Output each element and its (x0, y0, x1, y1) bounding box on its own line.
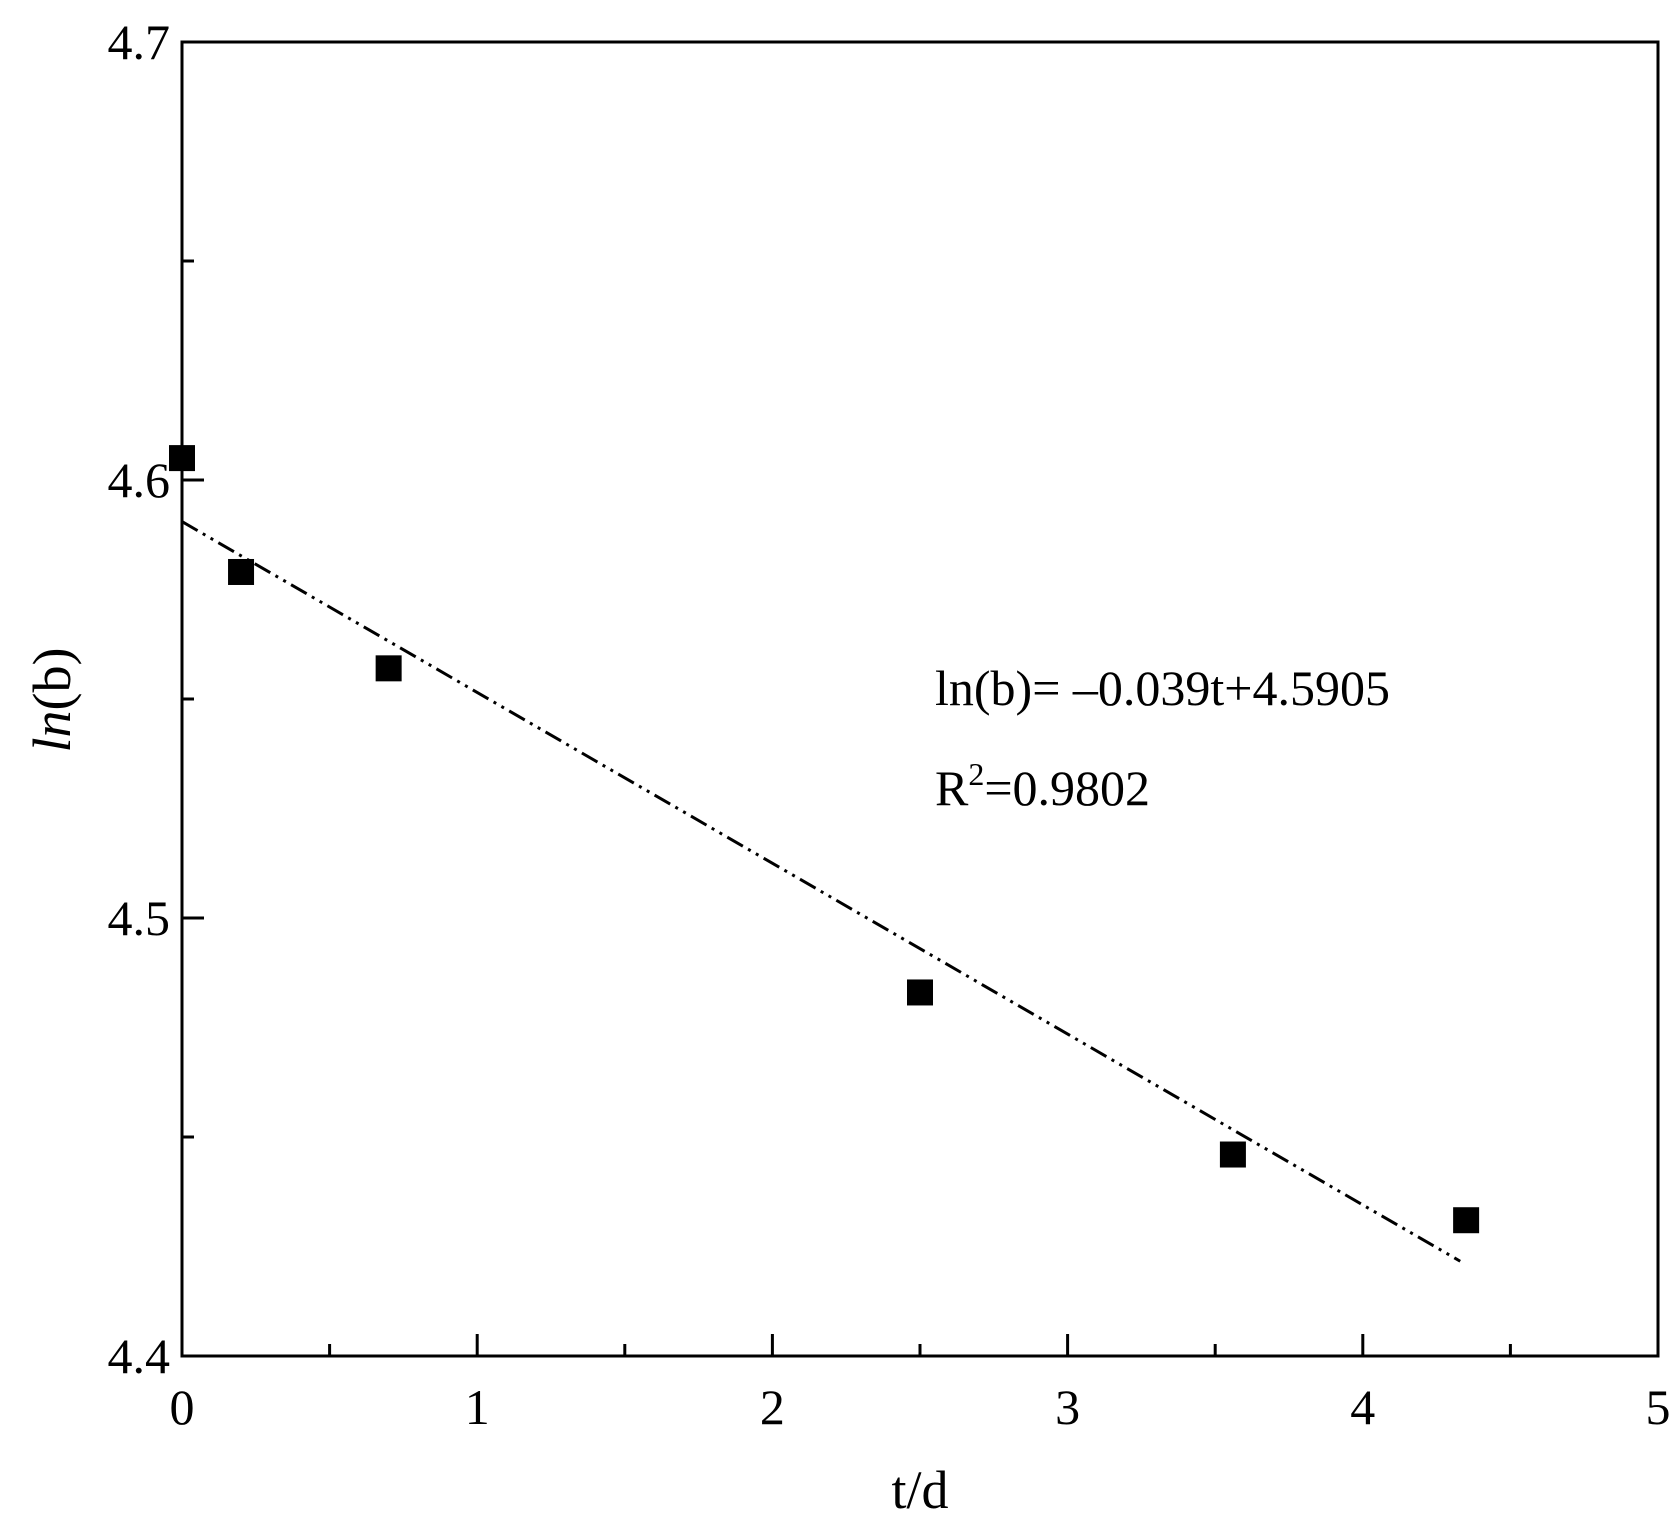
y-axis-title-italic: ln (22, 710, 82, 752)
y-axis-title-rest: (b) (22, 648, 82, 711)
fit-equation: ln(b)= –0.039t+4.5905 (935, 660, 1390, 716)
data-point (375, 655, 402, 682)
data-point (228, 558, 255, 585)
x-tick-label: 4 (1350, 1379, 1375, 1435)
x-tick-label: 0 (170, 1379, 195, 1435)
y-axis-title: ln(b) (22, 648, 82, 753)
x-tick-label: 1 (465, 1379, 490, 1435)
data-point (1219, 1141, 1246, 1168)
data-point (907, 979, 933, 1006)
fit-line (181, 520, 1461, 1263)
plot-frame (180, 40, 1660, 1358)
y-tick-label: 4.4 (108, 1328, 171, 1384)
r-squared-value: =0.9802 (984, 760, 1150, 816)
axis-ticks (180, 40, 1660, 1358)
x-tick-label: 2 (760, 1379, 785, 1435)
y-tick-label: 4.5 (108, 890, 171, 946)
r-squared-prefix: R (935, 760, 969, 816)
data-point (1453, 1207, 1480, 1234)
r-squared-superscript: 2 (968, 756, 984, 792)
data-points (169, 445, 1480, 1234)
data-point (169, 445, 195, 472)
x-axis-title: t/d (891, 1460, 948, 1520)
x-tick-label: 5 (1646, 1379, 1671, 1435)
x-tick-label: 3 (1055, 1379, 1080, 1435)
r-squared: R2=0.9802 (935, 756, 1150, 816)
y-tick-label: 4.6 (108, 452, 171, 508)
tick-labels: 0 1 2 3 4 5 4.4 4.5 4.6 4.7 (108, 14, 1671, 1435)
y-tick-label: 4.7 (108, 14, 171, 70)
